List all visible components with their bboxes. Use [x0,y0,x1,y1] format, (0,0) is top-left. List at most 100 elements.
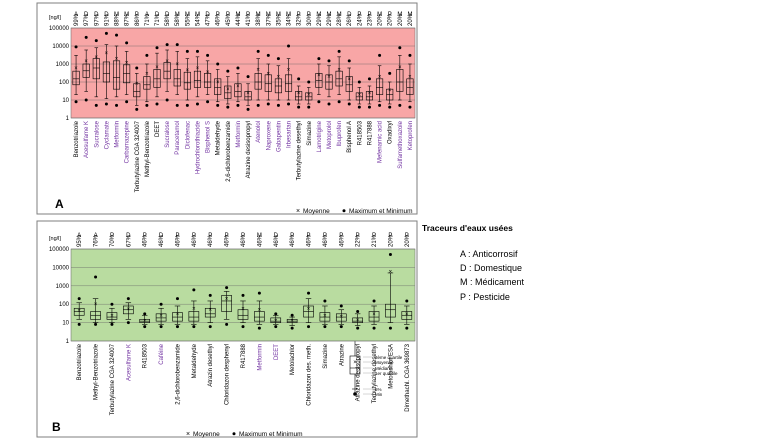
boxplot-item: M34% × Irbesartan [284,12,293,148]
mean-marker: × [290,319,294,325]
boxplot-item: M20% × Mefenamic acid [376,12,384,163]
min-dot [337,100,341,104]
max-dot [307,80,311,84]
detection-percent: 47% [206,13,212,26]
min-dot [287,102,291,106]
min-dot [155,102,159,106]
category-code: P [405,233,409,239]
max-dot [195,49,199,53]
min-dot [125,100,129,104]
mean-marker: × [225,297,229,303]
mean-marker: × [94,302,98,308]
boxplot-item: D97% × Acesulfame K [82,12,90,158]
mean-marker: × [241,306,245,312]
mean-marker: × [297,91,301,97]
detection-percent: 21% [372,234,378,247]
category-code: A [77,233,81,239]
boxplot-item: M28% × Ibuprofen [335,12,343,146]
category-label: Benzotriazole [74,120,80,157]
panel-b-label: B [52,420,61,434]
min-dot [94,103,98,107]
boxplot-item: P45% × 2,6-dichlorobenzamide [224,12,232,182]
category-code: D [104,12,109,18]
panel-b-frame [36,220,418,438]
min-dot [175,103,179,107]
boxplot-item: D47% × Bisphenol S [204,12,212,153]
max-dot [74,45,78,49]
category-label: 2,6-dichlorobenzamide [175,343,181,404]
boxplot-item: M38% × Atenolol [254,12,262,143]
box [173,69,181,87]
max-dot [388,71,392,75]
max-dot [405,299,409,303]
code-anticorrosif: A : Anticorrosif [460,249,518,259]
detection-percent: 88% [115,13,121,26]
category-label: Hydrochlorothiazide [195,120,201,174]
y-tick-label: 10000 [52,265,69,271]
max-dot [185,49,189,53]
min-dot [372,326,376,330]
detection-percent: 76% [94,234,100,247]
category-code: P [208,233,212,239]
detection-percent: 20% [405,234,411,247]
category-label: Caféine [159,343,165,364]
boxplot-item: P46% × Metaldehyde [214,12,222,155]
box [123,64,131,84]
category-label: Benzotriazole [77,343,83,380]
key-mean-label: Moyenne [375,360,394,365]
legend-minmax-label: Maximum et Minimum [239,431,303,438]
key-median-label: Médiane [375,366,393,371]
box [270,317,282,323]
mean-marker: × [317,73,321,79]
y-unit-label: [ng/l] [49,236,61,242]
min-dot [323,325,327,329]
category-code: P [226,12,230,18]
boxplot-item: P70% × Terbutylazine CGA 324007 [106,233,118,415]
category-label: Terbutylazine desethyl [297,121,303,180]
min-dot [195,102,199,106]
category-code: M [327,12,332,18]
mean-marker: × [405,312,409,318]
detection-percent: 35% [276,13,282,26]
mean-marker: × [105,51,109,57]
mean-marker: × [110,313,114,319]
max-dot [339,304,343,308]
min-dot [126,321,130,325]
detection-percent: 20% [398,13,404,26]
mean-marker: × [337,67,341,73]
category-label: Chloridazon desphenyl [225,344,231,405]
mean-marker: × [258,308,262,314]
min-dot [206,100,210,104]
boxplot-item: M87% × Carbamazepine [123,12,131,163]
boxplot-item: P46% × Atrazine [335,233,347,366]
box [335,313,347,322]
boxplot-item: M88% × Metformin [112,12,121,148]
y-tick-label: 100 [59,302,70,308]
min-dot [236,103,240,107]
detection-percent: 28% [337,13,343,26]
category-code: D [94,12,99,18]
mean-marker: × [175,62,179,68]
boxplot-item: P23% × R417888 [365,12,373,145]
y-tick-label: 100 [59,80,70,86]
min-dot [307,325,311,329]
max-dot [367,77,371,81]
category-label: Methyl-Benzotriazole [145,120,151,177]
category-label: Diclofenac [185,121,191,149]
min-dot [388,105,392,109]
max-dot [287,44,291,48]
category-code: P [357,12,361,18]
max-dot [241,293,245,297]
min-dot [94,322,98,326]
max-dot [175,43,179,47]
key-mean-mark: × [353,360,357,366]
min-dot [408,105,412,109]
detection-percent: 46% [274,234,280,247]
min-dot [388,326,392,330]
legend: × Moyenne Maximum et Minimum [186,431,303,438]
max-dot [104,31,108,35]
mean-marker: × [267,71,271,77]
detection-percent: 38% [256,13,262,26]
boxplot-item: P46% × R417888 [237,233,249,368]
max-dot [143,312,147,316]
